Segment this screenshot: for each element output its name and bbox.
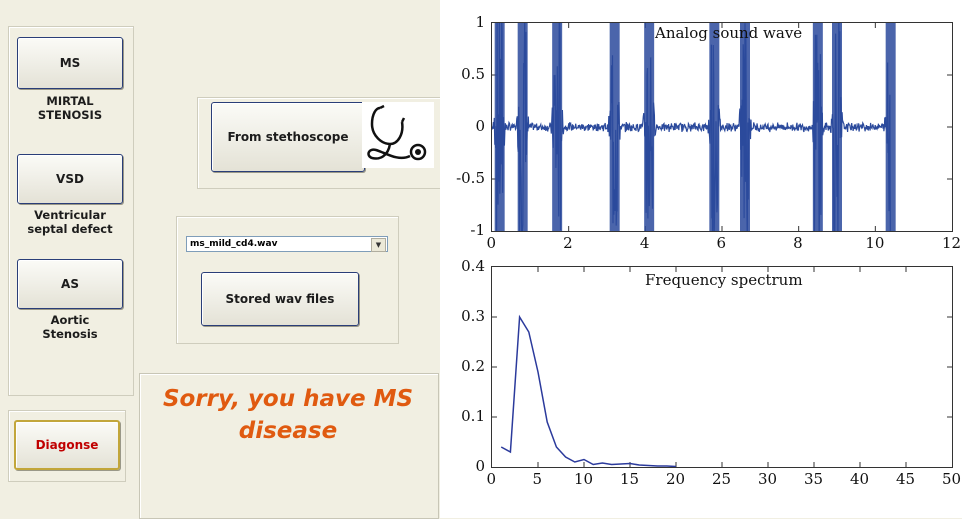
analog-wave-x-tick-3: 6 bbox=[716, 234, 727, 252]
frequency-spectrum-x-tick-6: 30 bbox=[758, 470, 778, 488]
ms-caption: MIRTAL STENOSIS bbox=[8, 94, 132, 122]
vsd-caption: Ventricular septal defect bbox=[8, 208, 132, 236]
frequency-spectrum-y-tick-3: 0.1 bbox=[461, 407, 485, 425]
heart-sound-burst-6 bbox=[740, 23, 750, 231]
analog-wave-x-tick-2: 4 bbox=[639, 234, 650, 252]
wav-file-select[interactable]: ms_mild_cd4.wav ▼ bbox=[186, 236, 388, 252]
chevron-down-icon[interactable]: ▼ bbox=[371, 238, 386, 252]
analog-wave-line bbox=[492, 23, 891, 231]
stored-files-panel bbox=[176, 216, 399, 344]
heart-sound-burst-5 bbox=[709, 23, 720, 231]
ms-caption-line2: STENOSIS bbox=[37, 108, 103, 122]
frequency-spectrum-x-tick-5: 25 bbox=[712, 470, 732, 488]
as-caption-line2: Stenosis bbox=[42, 327, 98, 341]
stored-wav-files-button[interactable]: Stored wav files bbox=[201, 272, 359, 326]
from-stethoscope-button[interactable]: From stethoscope bbox=[211, 102, 365, 172]
analog-wave-x-tick-1: 2 bbox=[563, 234, 573, 252]
heart-sound-burst-4 bbox=[644, 23, 655, 231]
diagnose-panel bbox=[8, 410, 126, 482]
frequency-spectrum-y-tick-1: 0.3 bbox=[461, 307, 485, 325]
diagnose-button[interactable]: Diagonse bbox=[14, 420, 120, 470]
disease-panel bbox=[8, 26, 134, 396]
frequency-spectrum-y-tick-0: 0.4 bbox=[461, 257, 485, 275]
frequency-spectrum-x-tick-0: 0 bbox=[486, 470, 497, 488]
frequency-spectrum-x-tick-9: 45 bbox=[896, 470, 916, 488]
frequency-spectrum-y-tick-4: 0 bbox=[475, 457, 485, 475]
analog-wave-x-tick-4: 8 bbox=[793, 234, 803, 252]
vsd-button[interactable]: VSD bbox=[17, 154, 123, 204]
ms-button[interactable]: MS bbox=[17, 37, 123, 89]
wav-file-selected-value: ms_mild_cd4.wav bbox=[190, 239, 278, 249]
heart-sound-burst-7 bbox=[812, 23, 823, 231]
heart-sound-burst-1 bbox=[517, 23, 528, 231]
stethoscope-icon bbox=[362, 102, 434, 168]
frequency-spectrum-x-tick-8: 40 bbox=[850, 470, 870, 488]
frequency-spectrum-x-tick-1: 5 bbox=[532, 470, 543, 488]
as-caption: Aortic Stenosis bbox=[8, 313, 132, 341]
heart-sound-burst-8 bbox=[832, 23, 842, 231]
result-line1: Sorry, you have MS bbox=[162, 386, 414, 412]
analog-wave-title: Analog sound wave bbox=[655, 24, 803, 42]
frequency-spectrum-x-tick-7: 35 bbox=[804, 470, 824, 488]
result-line2: disease bbox=[238, 418, 338, 444]
heart-sound-burst-0 bbox=[494, 23, 505, 231]
analog-wave-x-tick-6: 12 bbox=[942, 234, 962, 252]
ms-caption-line1: MIRTAL bbox=[46, 94, 94, 108]
diagnosis-result-text: Sorry, you have MS disease bbox=[139, 383, 437, 447]
heart-sound-burst-3 bbox=[609, 23, 620, 231]
frequency-spectrum-x-tick-4: 20 bbox=[666, 470, 686, 488]
analog-wave-x-tick-5: 10 bbox=[865, 234, 885, 252]
analog-wave-svg bbox=[492, 23, 952, 231]
frequency-spectrum-x-tick-2: 10 bbox=[574, 470, 594, 488]
frequency-spectrum-x-tick-10: 50 bbox=[942, 470, 962, 488]
as-caption-line1: Aortic bbox=[50, 313, 90, 327]
frequency-spectrum-line bbox=[500, 314, 677, 467]
frequency-spectrum-title: Frequency spectrum bbox=[645, 271, 803, 289]
analog-wave-plot bbox=[491, 22, 953, 232]
analog-wave-y-tick-0: 1 bbox=[475, 13, 485, 31]
analog-wave-y-tick-2: 0 bbox=[475, 117, 485, 135]
frequency-spectrum-y-tick-2: 0.2 bbox=[461, 357, 485, 375]
vsd-caption-line2: septal defect bbox=[27, 222, 113, 236]
frequency-spectrum-plot bbox=[491, 266, 953, 468]
vsd-caption-line1: Ventricular bbox=[34, 208, 106, 222]
analog-wave-y-tick-1: 0.5 bbox=[461, 65, 485, 83]
analog-wave-x-tick-0: 0 bbox=[486, 234, 497, 252]
analog-wave-y-tick-4: -1 bbox=[470, 221, 485, 239]
heart-sound-burst-9 bbox=[885, 23, 896, 231]
analog-wave-y-tick-3: -0.5 bbox=[456, 169, 485, 187]
frequency-spectrum-svg bbox=[492, 267, 952, 467]
frequency-spectrum-x-tick-3: 15 bbox=[620, 470, 640, 488]
as-button[interactable]: AS bbox=[17, 259, 123, 309]
heart-sound-burst-2 bbox=[552, 23, 563, 231]
